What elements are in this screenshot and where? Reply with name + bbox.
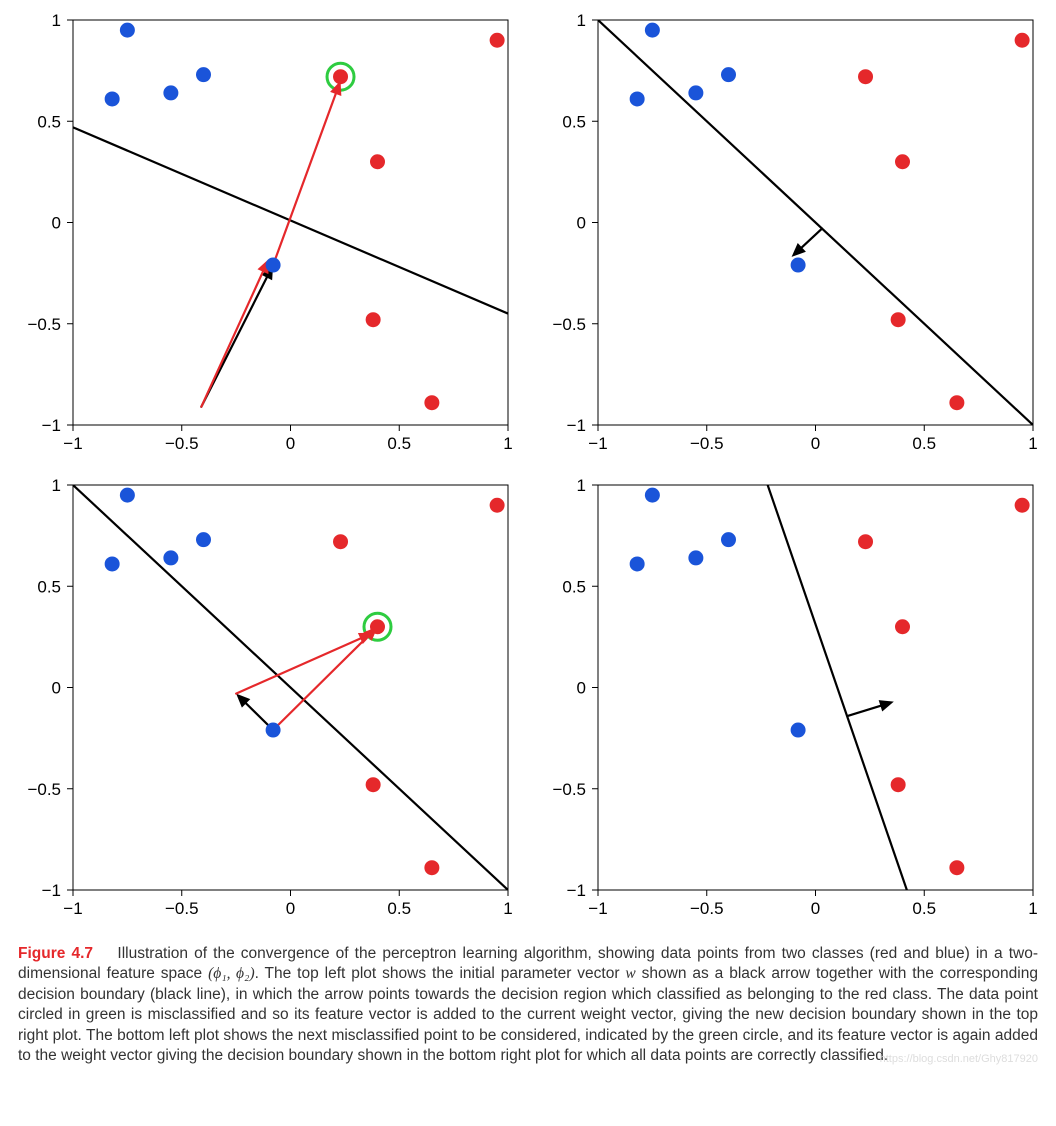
red-point — [370, 154, 385, 169]
red-point — [1015, 33, 1030, 48]
caption-part-2: . The top left plot shows the initial pa… — [255, 965, 626, 982]
red-point — [366, 312, 381, 327]
y-tick-label: −1 — [567, 416, 586, 435]
y-tick-label: 0 — [577, 214, 586, 233]
phi-symbol: (ϕ₁, ϕ₂) — [208, 965, 255, 982]
x-tick-label: 0.5 — [912, 899, 936, 918]
red-point — [424, 395, 439, 410]
x-tick-label: −0.5 — [165, 899, 199, 918]
x-tick-label: 0 — [286, 434, 295, 453]
figure-caption: Figure 4.7 Illustration of the convergen… — [18, 944, 1038, 1067]
blue-point — [791, 258, 806, 273]
blue-point — [196, 67, 211, 82]
blue-point — [645, 488, 660, 503]
blue-point — [105, 91, 120, 106]
y-tick-label: 0.5 — [37, 577, 61, 596]
x-tick-label: −1 — [63, 434, 82, 453]
blue-point — [196, 532, 211, 547]
blue-point — [630, 91, 645, 106]
y-tick-label: 1 — [52, 11, 61, 30]
scatter-plot: −1−1 −0.5 −0.5 0 0 0.5 0.5 1 1 — [543, 475, 1043, 930]
x-tick-label: −1 — [63, 899, 82, 918]
watermark-text: https://blog.csdn.net/Ghy817920 — [880, 1052, 1038, 1067]
x-tick-label: 0.5 — [387, 899, 411, 918]
blue-point — [645, 23, 660, 38]
y-tick-label: −0.5 — [27, 315, 61, 334]
red-point — [891, 777, 906, 792]
red-point — [333, 534, 348, 549]
y-tick-label: 1 — [52, 476, 61, 495]
w-symbol: w — [625, 965, 635, 982]
x-tick-label: −0.5 — [165, 434, 199, 453]
panel-bottom-right: −1−1 −0.5 −0.5 0 0 0.5 0.5 1 1 — [543, 475, 1043, 930]
red-point — [490, 33, 505, 48]
blue-point — [266, 258, 281, 273]
panel-top-left: −1−1 −0.5 −0.5 0 0 0.5 0.5 1 1 — [18, 10, 518, 465]
red-point — [949, 860, 964, 875]
figure-grid: −1−1−0.5−0.5000.50.511 −1−1−0.5−0.5000.5… — [18, 10, 1038, 930]
x-tick-label: 1 — [503, 899, 512, 918]
x-tick-label: 1 — [1028, 434, 1037, 453]
y-tick-label: −0.5 — [552, 315, 586, 334]
blue-point — [163, 550, 178, 565]
x-tick-label: 0.5 — [912, 434, 936, 453]
scatter-plot: −1−1 −0.5 −0.5 0 0 0.5 0.5 1 1 — [18, 10, 518, 465]
red-point — [858, 534, 873, 549]
y-tick-label: 0 — [577, 679, 586, 698]
blue-point — [120, 488, 135, 503]
y-tick-label: −0.5 — [27, 780, 61, 799]
blue-point — [721, 532, 736, 547]
blue-point — [688, 550, 703, 565]
x-tick-label: 1 — [1028, 899, 1037, 918]
blue-point — [791, 723, 806, 738]
y-tick-label: 0 — [52, 679, 61, 698]
red-point — [490, 498, 505, 513]
scatter-plot: −1−1 −0.5 −0.5 0 0 0.5 0.5 1 1 — [18, 475, 518, 930]
x-tick-label: 0 — [811, 434, 820, 453]
x-tick-label: −0.5 — [690, 899, 724, 918]
x-tick-label: −1 — [588, 434, 607, 453]
red-point — [370, 619, 385, 634]
y-tick-label: 1 — [577, 11, 586, 30]
red-point — [895, 619, 910, 634]
figure-label: Figure 4.7 — [18, 945, 93, 962]
y-tick-label: −1 — [42, 881, 61, 900]
x-tick-label: −0.5 — [690, 434, 724, 453]
x-tick-label: 0 — [286, 899, 295, 918]
blue-point — [163, 85, 178, 100]
blue-point — [105, 556, 120, 571]
red-point — [858, 69, 873, 84]
red-point — [895, 154, 910, 169]
red-point — [891, 312, 906, 327]
y-tick-label: 1 — [577, 476, 586, 495]
x-tick-label: 0.5 — [387, 434, 411, 453]
panel-top-right: −1−1 −0.5 −0.5 0 0 0.5 0.5 1 1 — [543, 10, 1043, 465]
x-tick-label: −1 — [588, 899, 607, 918]
panel-bottom-left: −1−1 −0.5 −0.5 0 0 0.5 0.5 1 1 — [18, 475, 518, 930]
x-tick-label: 0 — [811, 899, 820, 918]
scatter-plot: −1−1 −0.5 −0.5 0 0 0.5 0.5 1 1 — [543, 10, 1043, 465]
blue-point — [721, 67, 736, 82]
blue-point — [688, 85, 703, 100]
blue-point — [120, 23, 135, 38]
y-tick-label: 0.5 — [37, 112, 61, 131]
blue-point — [630, 556, 645, 571]
x-tick-label: 1 — [503, 434, 512, 453]
y-tick-label: −1 — [567, 881, 586, 900]
red-point — [424, 860, 439, 875]
red-point — [366, 777, 381, 792]
red-point — [1015, 498, 1030, 513]
blue-point — [266, 723, 281, 738]
y-tick-label: −0.5 — [552, 780, 586, 799]
red-point — [333, 69, 348, 84]
y-tick-label: 0.5 — [562, 577, 586, 596]
y-tick-label: −1 — [42, 416, 61, 435]
y-tick-label: 0 — [52, 214, 61, 233]
y-tick-label: 0.5 — [562, 112, 586, 131]
red-point — [949, 395, 964, 410]
